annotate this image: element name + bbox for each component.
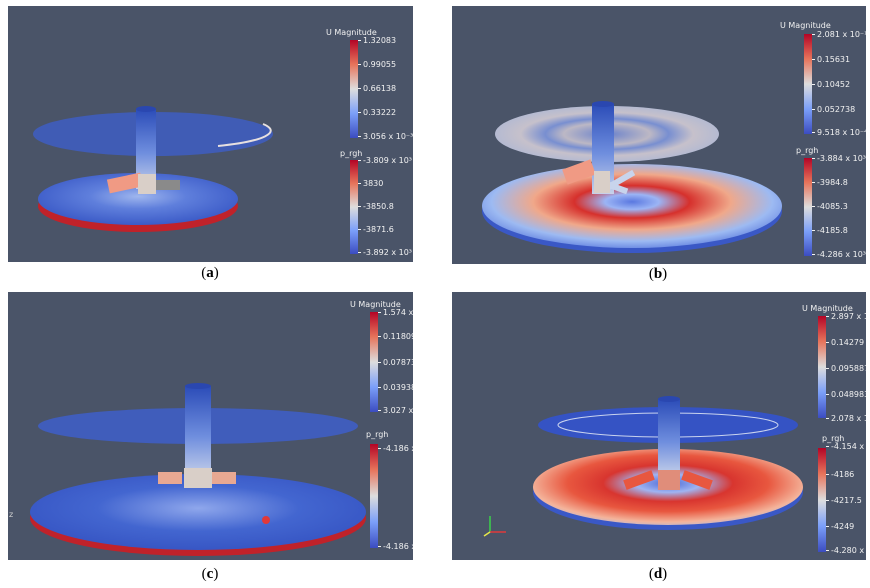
u-tick: 0.052738 <box>812 105 855 114</box>
u-tick: 0.048983 <box>826 390 866 399</box>
p-tick: -4.280 x 10 <box>826 546 866 555</box>
panel-b: U Magnitude 2.081 x 10⁻¹ 0.15631 0.10452… <box>452 6 866 264</box>
u-tick: 3.027 x 10⁻³ <box>378 406 413 415</box>
u-tick: 0.14279 <box>826 338 864 347</box>
p-tick: -4.286 x 10³ <box>812 250 866 259</box>
caption-a: (a) <box>201 265 219 281</box>
u-tick: 2.897 x 10 <box>826 312 866 321</box>
p-tick: -3984.8 <box>812 178 848 187</box>
u-tick: 0.33222 <box>358 108 396 117</box>
u-tick: 9.518 x 10⁻⁴ <box>812 128 866 137</box>
u-tick: 2.078 x 10 <box>826 414 866 423</box>
p-rgh-title: p_rgh <box>822 434 845 443</box>
p-tick: -4186 <box>826 470 854 479</box>
u-magnitude-colorbar <box>370 312 378 412</box>
p-tick: -3.809 x 10³ <box>358 156 412 165</box>
u-magnitude-colorbar <box>350 40 358 138</box>
simulation-render-c <box>30 383 366 556</box>
u-tick: 2.081 x 10⁻¹ <box>812 30 866 39</box>
p-tick: -3850.8 <box>358 202 394 211</box>
p-rgh-colorbar <box>370 444 378 548</box>
p-rgh-title: p_rgh <box>340 149 363 158</box>
caption-b: (b) <box>648 266 668 282</box>
u-tick: 0.078738 <box>378 358 413 367</box>
u-tick: 0.66138 <box>358 84 396 93</box>
u-magnitude-title: U Magnitude <box>326 28 377 37</box>
u-tick: 0.10452 <box>812 80 850 89</box>
caption-c: (c) <box>201 566 219 582</box>
p-rgh-colorbar <box>818 448 826 552</box>
p-tick: -4.186 x 10³ <box>378 444 413 453</box>
caption-d: (d) <box>648 566 668 582</box>
panel-d: U Magnitude 2.897 x 10 0.14279 0.095887 … <box>452 292 866 560</box>
u-tick: 0.11809 <box>378 332 413 341</box>
p-tick: -4.186 x 10³ <box>378 542 413 551</box>
simulation-render-d <box>483 396 803 537</box>
p-tick: -4.154 x 10 <box>826 442 866 451</box>
p-rgh-title: p_rgh <box>366 430 389 439</box>
simulation-render-b <box>482 101 782 253</box>
p-rgh-colorbar <box>804 158 812 256</box>
panel-c: z U Magnitude 1.574 x 10⁻¹ 0.11809 0.078… <box>8 292 413 560</box>
u-tick: 3.056 x 10⁻³ <box>358 132 413 141</box>
p-tick: -4217.5 <box>826 496 862 505</box>
u-tick: 1.574 x 10⁻¹ <box>378 308 413 317</box>
p-tick: -3.884 x 10³ <box>812 154 866 163</box>
u-magnitude-title: U Magnitude <box>780 21 831 30</box>
p-tick: -4185.8 <box>812 226 848 235</box>
p-rgh-colorbar <box>350 160 358 254</box>
simulation-render-a <box>33 106 273 232</box>
u-tick: 0.99055 <box>358 60 396 69</box>
p-tick: 3830 <box>358 179 383 188</box>
u-tick: 0.095887 <box>826 364 866 373</box>
u-tick: 1.32083 <box>358 36 396 45</box>
p-tick: -3871.6 <box>358 225 394 234</box>
u-tick: 0.15631 <box>812 55 850 64</box>
u-magnitude-colorbar <box>818 316 826 418</box>
axis-glyph: z <box>9 510 14 519</box>
u-magnitude-title: U Magnitude <box>350 300 401 309</box>
u-magnitude-title: U Magnitude <box>802 304 853 313</box>
p-tick: -4085.3 <box>812 202 848 211</box>
u-tick: 0.039384 <box>378 383 413 392</box>
u-magnitude-colorbar <box>804 34 812 134</box>
p-tick: -3.892 x 10³ <box>358 248 412 257</box>
panel-a: U Magnitude 1.32083 0.99055 0.66138 0.33… <box>8 6 413 262</box>
p-rgh-title: p_rgh <box>796 146 819 155</box>
p-tick: -4249 <box>826 522 854 531</box>
